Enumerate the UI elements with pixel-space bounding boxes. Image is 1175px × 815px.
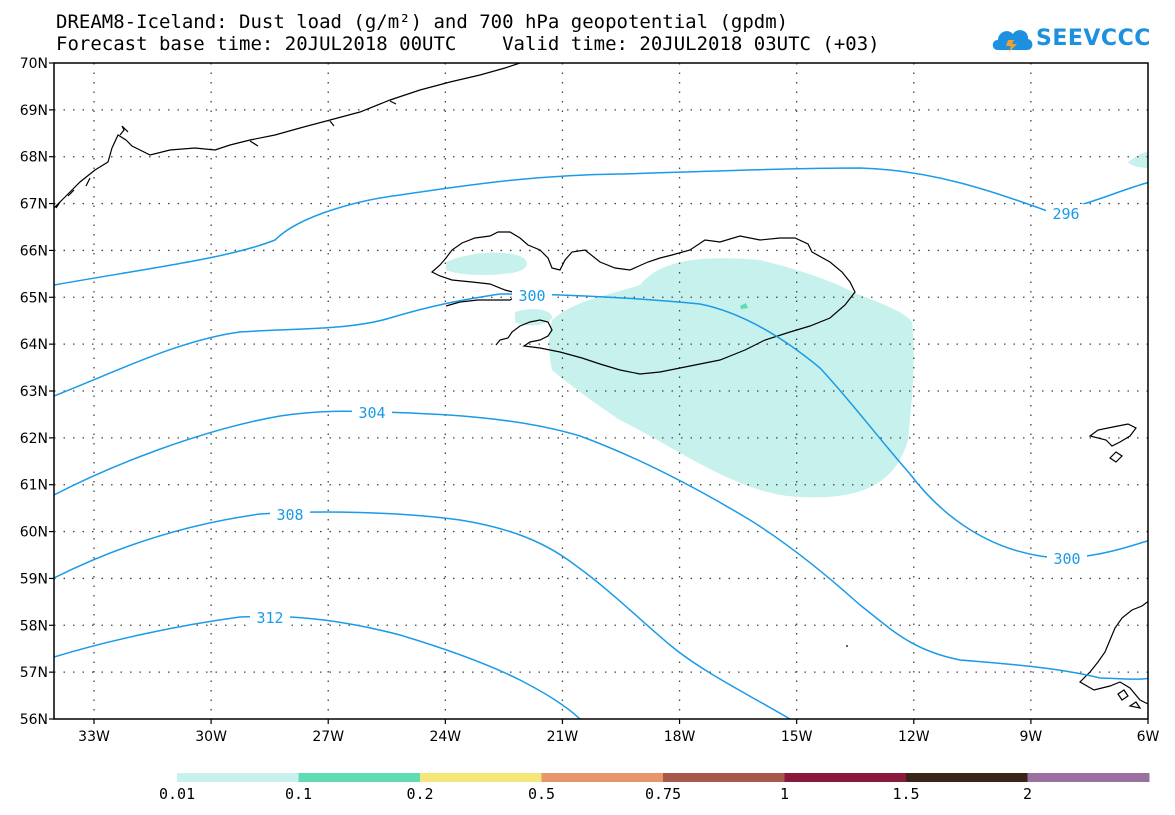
contour-296 (54, 167, 1148, 286)
seevccc-logo: SEEVCCC (990, 22, 1150, 58)
contour-label-296: 296 (1052, 205, 1079, 223)
colorbar-label: 0.01 (159, 785, 196, 803)
greenland-coast (54, 63, 521, 209)
lon-label: 18W (664, 729, 696, 745)
logo-text: SEEVCCC (1036, 26, 1151, 51)
colorbar-swatch (420, 773, 542, 782)
lat-label: 58N (20, 618, 48, 634)
lat-label: 70N (20, 56, 48, 72)
colorbar-label: 0.1 (285, 785, 313, 803)
colorbar-label: 0.2 (406, 785, 434, 803)
greenland-fjords (55, 100, 397, 209)
colorbar (177, 773, 1150, 782)
lat-label: 56N (20, 712, 48, 728)
scotland-coast (1079, 600, 1148, 705)
dust-area-westfjords (446, 252, 527, 275)
lon-label: 15W (781, 729, 813, 745)
lon-label: 24W (429, 729, 461, 745)
colorbar-swatch (1027, 773, 1150, 782)
coastlines (54, 63, 1148, 709)
colorbar-swatch (298, 773, 421, 782)
colorbar-label: 1 (780, 785, 790, 803)
contour-label-304: 304 (358, 404, 385, 422)
lon-label: 30W (195, 729, 227, 745)
iceland-coast (430, 231, 856, 375)
contour-308 (54, 511, 791, 719)
map-plot-area: 296 300 300 304 308 312 (54, 63, 1148, 719)
lat-label: 63N (20, 384, 48, 400)
dust-area-greenland-sea (1128, 151, 1148, 168)
colorbar-label: 0.5 (528, 785, 556, 803)
lat-label: 61N (20, 478, 48, 494)
cloud-icon (992, 30, 1033, 52)
dust-area-reykjanes (515, 309, 552, 326)
contour-304 (54, 410, 1148, 680)
colorbar-swatch (663, 773, 785, 782)
lon-label: 6W (1137, 729, 1160, 745)
dust-patch-small (740, 303, 748, 309)
latitude-labels: 70N 69N 68N 67N 66N 65N 64N 63N 62N 61N 60N 59N 58N 5… (20, 56, 48, 728)
lat-label: 65N (20, 290, 48, 306)
lat-label: 59N (20, 571, 48, 587)
contour-label-308: 308 (276, 506, 303, 524)
colorbar-swatch (784, 773, 907, 782)
axis-ticks (49, 62, 1149, 724)
map-title: DREAM8-Iceland: Dust load (g/m²) and 700… (56, 11, 789, 33)
scotland-islands (1117, 689, 1142, 709)
lat-label: 67N (20, 197, 48, 213)
faroe-islands (1088, 423, 1137, 463)
lon-label: 27W (312, 729, 344, 745)
contour-300-north (54, 293, 1148, 559)
contour-label-312: 312 (256, 609, 283, 627)
lat-label: 62N (20, 431, 48, 447)
contour-labels: 296 300 300 304 308 312 (250, 204, 1087, 627)
dust-area-iceland (549, 258, 914, 498)
lat-label: 69N (20, 103, 48, 119)
lat-label: 57N (20, 665, 48, 681)
contour-label-300-south: 300 (1053, 550, 1080, 568)
lat-label: 68N (20, 150, 48, 166)
lon-label: 21W (547, 729, 579, 745)
lat-label: 64N (20, 337, 48, 353)
lat-label: 60N (20, 525, 48, 541)
lon-label: 9W (1020, 729, 1043, 745)
lon-label: 33W (78, 729, 110, 745)
colorbar-swatch (541, 773, 664, 782)
geopotential-contours (54, 167, 1148, 719)
colorbar-swatch (177, 773, 299, 782)
colorbar-label: 1.5 (892, 785, 920, 803)
contour-label-300-north: 300 (518, 287, 545, 305)
colorbar-swatch (906, 773, 1028, 782)
lat-label: 66N (20, 243, 48, 259)
longitude-labels: 33W 30W 27W 24W 21W 18W 15W 12W 9W 6W (78, 729, 1159, 745)
colorbar-label: 2 (1023, 785, 1033, 803)
colorbar-label: 0.75 (645, 785, 682, 803)
contour-312 (54, 615, 581, 719)
lon-label: 12W (898, 729, 930, 745)
forecast-time-subtitle: Forecast base time: 20JUL2018 00UTC Vali… (56, 33, 880, 55)
